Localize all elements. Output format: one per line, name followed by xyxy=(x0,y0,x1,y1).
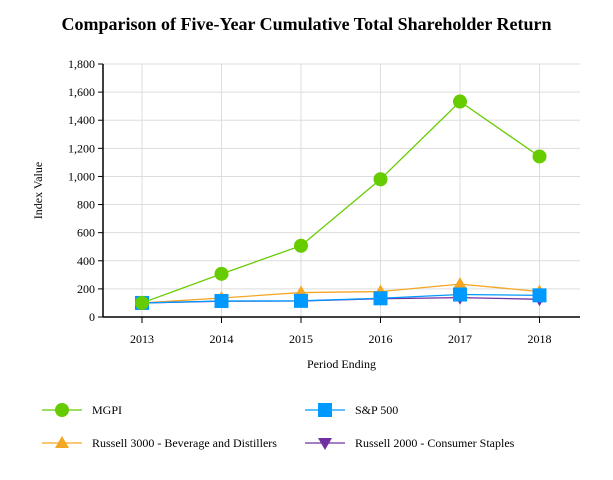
y-tick-label: 0 xyxy=(89,310,95,324)
data-point xyxy=(532,149,547,164)
data-point xyxy=(135,295,149,310)
x-tick-label: 2016 xyxy=(369,332,393,346)
legend-label: MGPI xyxy=(92,403,122,417)
x-tick-label: 2015 xyxy=(289,332,313,346)
data-point xyxy=(214,266,229,281)
data-point xyxy=(373,172,388,187)
legend-marker xyxy=(318,438,332,450)
legend-label: Russell 2000 - Consumer Staples xyxy=(355,436,515,450)
y-axis-label: Index Value xyxy=(31,162,45,219)
data-point xyxy=(453,277,467,290)
legend-marker xyxy=(318,403,332,417)
y-tick-label: 400 xyxy=(77,254,95,268)
y-tick-label: 600 xyxy=(77,226,95,240)
data-point xyxy=(294,238,308,253)
chart-title: Comparison of Five-Year Cumulative Total… xyxy=(61,14,552,34)
data-point xyxy=(453,287,467,302)
series-line xyxy=(141,100,540,304)
y-tick-label: 800 xyxy=(77,198,95,212)
x-tick-label: 2017 xyxy=(448,332,472,346)
x-axis-label: Period Ending xyxy=(307,357,376,371)
series-line xyxy=(141,283,540,304)
legend-marker xyxy=(55,436,69,448)
x-tick-label: 2018 xyxy=(528,332,552,346)
data-point xyxy=(453,94,467,109)
y-tick-label: 1,400 xyxy=(68,113,95,127)
series-line xyxy=(141,293,540,304)
legend-label: S&P 500 xyxy=(355,403,398,417)
x-tick-label: 2014 xyxy=(210,332,234,346)
data-point xyxy=(294,293,308,308)
y-tick-label: 1,200 xyxy=(68,141,95,155)
series-line xyxy=(141,296,540,304)
legend-label: Russell 3000 - Beverage and Distillers xyxy=(92,436,277,450)
y-tick-label: 1,800 xyxy=(68,57,95,71)
data-point xyxy=(532,288,547,303)
data-point xyxy=(214,293,229,308)
y-tick-label: 1,000 xyxy=(68,169,95,183)
y-tick-label: 200 xyxy=(77,282,95,296)
x-tick-label: 2013 xyxy=(130,332,154,346)
legend-marker xyxy=(55,403,69,417)
y-tick-label: 1,600 xyxy=(68,85,95,99)
data-point xyxy=(373,291,388,306)
